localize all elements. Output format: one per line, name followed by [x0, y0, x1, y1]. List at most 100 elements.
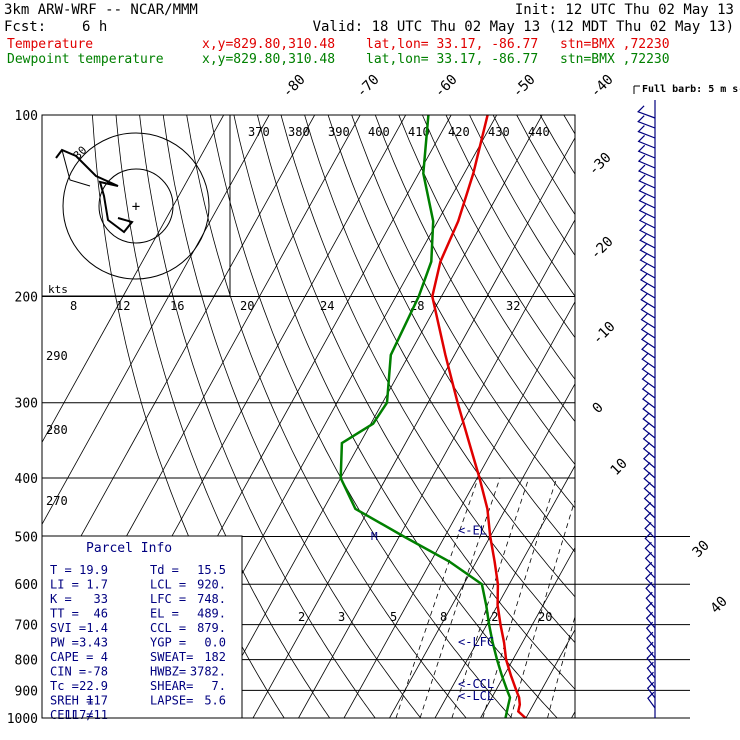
wind-barb: [644, 531, 656, 549]
init-time: Init: 12 UTC Thu 02 May 13: [515, 2, 734, 18]
parcel-info-cell: LAPSE=: [150, 694, 193, 708]
theta-label: 270: [46, 494, 68, 508]
isotherm-line: [663, 115, 740, 718]
mixing-ratio-label: 24: [320, 299, 334, 313]
wind-barb: [645, 571, 656, 589]
mixing-ratio-label: 20: [538, 610, 552, 624]
theta-label: 280: [46, 423, 68, 437]
dewpoint-legend-stn: stn=BMX ,72230: [560, 52, 670, 67]
parcel-info-cell: K =: [50, 592, 72, 606]
theta-label: 380: [288, 125, 310, 139]
wind-barb: [642, 432, 656, 449]
mixing-ratio-line: [547, 615, 575, 718]
mixing-ratio-label: 20: [240, 299, 254, 313]
hodograph-ring-outer: [62, 132, 210, 280]
parcel-info-cell: 4: [101, 650, 108, 664]
theta-label: 420: [448, 125, 470, 139]
hodograph-trace-tail: [61, 149, 91, 187]
isotherm-line: [571, 710, 575, 718]
isotherm-line: [42, 115, 316, 608]
dry-adiabat-line: [209, 115, 512, 718]
isotherm-label: 30: [690, 538, 713, 561]
wind-barb: [639, 243, 656, 259]
parcel-info-cell: 3.43: [79, 636, 108, 650]
isotherm-label: -20: [588, 234, 617, 263]
parcel-info-cell: 182: [204, 650, 226, 664]
wind-barb: [637, 115, 656, 129]
isotherm-line: [525, 628, 575, 718]
wind-barb: [638, 194, 656, 209]
wind-barb: [646, 671, 656, 689]
parcel-info-cell: LCL =: [150, 578, 186, 592]
model-title: 3km ARW-WRF -- NCAR/MMM: [4, 2, 198, 18]
mixing-ratio-label: 8: [70, 299, 77, 313]
parcel-info-cell: -78: [86, 665, 108, 679]
parcel-info-cell: 5.6: [204, 694, 226, 708]
parcel-info-cell: YGP =: [150, 636, 186, 650]
parcel-info-cell: 1.7: [86, 578, 108, 592]
mixing-ratio-label: 32: [506, 299, 520, 313]
dry-adiabat-line: [280, 115, 575, 644]
wind-barb: [646, 631, 656, 649]
theta-labels: 370 380 390 400 410 420 430 440 290 280 270: [46, 125, 550, 508]
dry-adiabat-line: [257, 115, 575, 690]
wind-barb: [645, 591, 656, 609]
dry-adiabat-line: [422, 115, 575, 380]
wind-barb: [638, 223, 656, 239]
dry-adiabat-line: [587, 115, 740, 718]
theta-label: 440: [528, 125, 550, 139]
dry-adiabat-line: [351, 115, 575, 509]
mixing-ratio-label: 8: [440, 610, 447, 624]
wind-barb: [646, 661, 656, 679]
wind-barb: [643, 502, 656, 519]
parcel-info-cell: 748.: [197, 592, 226, 606]
pressure-label-1000: 1000: [7, 712, 38, 727]
wind-barb: [638, 214, 656, 229]
dry-adiabat-line: [539, 115, 575, 175]
dry-adiabat-line: [563, 115, 575, 135]
parcel-info-box: Parcel Info T = 19.9 Td = 15.5 LI = 1.7 LCL = 9…: [41, 535, 243, 722]
valid-time: Valid: 18 UTC Thu 02 May 13 (12 MDT Thu …: [313, 19, 734, 35]
hodograph-units: kts: [48, 283, 68, 296]
wind-barb-legend: Full barb: 5 m s-1: [642, 84, 740, 95]
isotherm-line: [42, 115, 270, 526]
wind-barb: [640, 313, 656, 329]
dry-adiabat-line: [233, 115, 558, 718]
mixing-ratio-label: 5: [390, 610, 397, 624]
dry-adiabat-line: [611, 115, 740, 718]
dry-adiabat-line: [139, 115, 376, 718]
wind-barb: [637, 154, 656, 169]
wind-barb: [644, 521, 656, 539]
parcel-info-cell: TT =: [50, 607, 79, 621]
wind-barb: [642, 412, 656, 429]
dewpoint-legend-xy: x,y=829.80,310.48: [202, 52, 335, 67]
dry-adiabat-line: [304, 115, 575, 598]
forecast-value: 6 h: [82, 19, 107, 35]
hodograph-crosshair: +: [132, 199, 140, 215]
isotherm-labels: -80 -70 -60 -50 -40 -30 -20 -10 0 10 30 40: [280, 72, 731, 617]
plot-frame: [41, 114, 576, 719]
wind-barb: [647, 691, 656, 709]
wind-barb: [645, 611, 656, 629]
dewpoint-profile-line: [339, 114, 512, 719]
wind-barb: [638, 204, 656, 219]
wind-barb: [641, 382, 656, 399]
parcel-info-cell: 7.: [212, 679, 226, 693]
level-marker: <-LFC: [458, 635, 494, 649]
wind-barb: [638, 184, 656, 199]
isotherm-label: -70: [354, 72, 383, 101]
mixing-ratio-label: 16: [170, 299, 184, 313]
wind-barb: [646, 651, 656, 669]
theta-label: 410: [408, 125, 430, 139]
isotherm-line: [480, 546, 575, 718]
wind-barb: [640, 283, 656, 299]
dry-adiabat-line: [492, 115, 575, 257]
dewpoint-legend-latlon: lat,lon= 33.17, -86.77: [366, 52, 538, 67]
parcel-info-cell: 19.9: [79, 563, 108, 577]
wind-barb: [638, 174, 656, 189]
parcel-info-cell: LFC =: [150, 592, 186, 606]
parcel-info-cell: CIN =: [50, 665, 86, 679]
pressure-label-100: 100: [15, 109, 38, 124]
wind-barb: [642, 422, 656, 439]
wind-barb: [643, 482, 656, 499]
